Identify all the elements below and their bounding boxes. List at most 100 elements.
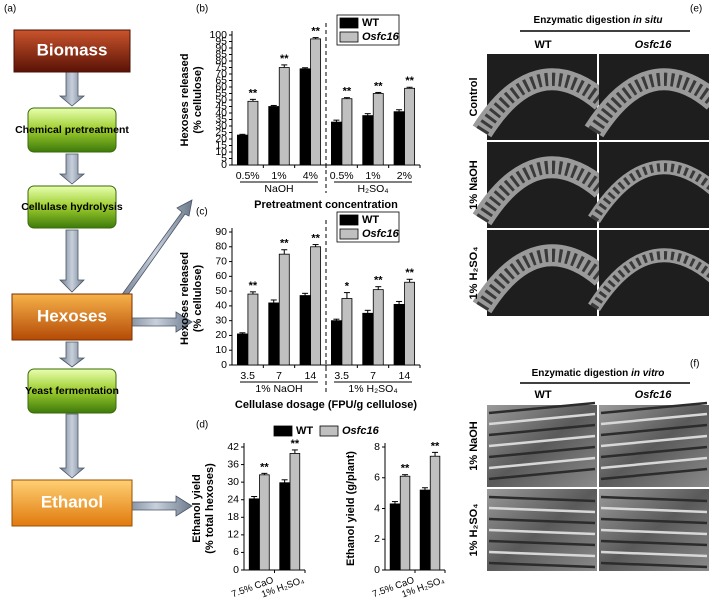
flow-arrows xyxy=(58,71,193,517)
bar xyxy=(372,289,384,366)
y-tick-label: 75 xyxy=(215,61,227,73)
flow-box xyxy=(27,368,117,414)
bar xyxy=(404,281,416,366)
y-tick-label: 0 xyxy=(221,359,227,371)
fiber xyxy=(600,434,708,448)
tissue-cells xyxy=(476,160,607,223)
y-tick-label: 0 xyxy=(233,564,239,576)
tissue-cells xyxy=(590,251,709,310)
fiber xyxy=(488,423,596,437)
flow-box xyxy=(11,293,133,341)
legend-swatch xyxy=(273,425,293,437)
x-tick-label: 0.5% xyxy=(236,170,260,182)
y-axis-label: (% cellulose) xyxy=(192,66,204,134)
bar xyxy=(299,295,311,366)
x-tick-label: 7 xyxy=(276,370,282,382)
fiber xyxy=(600,550,708,558)
y-tick-label: 6 xyxy=(233,546,239,558)
group-label: H₂SO₄ xyxy=(357,183,388,195)
significance: ** xyxy=(249,280,258,292)
fiber xyxy=(600,423,708,437)
x-tick-label: 7 xyxy=(370,370,376,382)
y-axis-label: Ethanol yield xyxy=(191,474,203,542)
row-label: 1% H₂SO₄ xyxy=(468,247,480,300)
title-italic: in situ xyxy=(633,15,662,26)
fiber xyxy=(488,467,596,481)
title-text: Enzymatic digestion xyxy=(534,15,631,26)
micrographs xyxy=(472,54,709,316)
fiber xyxy=(488,539,596,547)
flow-box xyxy=(27,107,117,153)
y-tick-label: 0 xyxy=(221,159,227,171)
y-tick-label: 36 xyxy=(227,458,239,470)
fiber xyxy=(600,445,708,459)
y-tick-label: 2 xyxy=(374,533,380,545)
fiber xyxy=(488,561,596,569)
column-label: Osfc16 xyxy=(635,389,673,401)
fiber xyxy=(488,550,596,558)
bar xyxy=(419,489,431,571)
x-tick-label: 1% xyxy=(365,170,380,182)
y-tick-label: 0 xyxy=(374,564,380,576)
significance: ** xyxy=(311,232,320,244)
y-axis-label: (% total hexoses) xyxy=(204,463,216,554)
fiber xyxy=(488,528,596,536)
title-text: Enzymatic digestion xyxy=(532,368,629,379)
y-tick-label: 25 xyxy=(215,126,227,138)
row-label: 1% NaOH xyxy=(468,160,480,210)
y-tick-label: 65 xyxy=(215,74,227,86)
panel-label: (d) xyxy=(196,420,208,431)
flow-node: Cellulase hydrolysis xyxy=(21,201,123,213)
fiber xyxy=(600,528,708,536)
fiber xyxy=(488,456,596,470)
group-label: 1% H₂SO₄ xyxy=(348,383,397,395)
bar xyxy=(236,333,248,366)
fiber xyxy=(488,495,596,503)
bar xyxy=(259,474,270,571)
bar xyxy=(268,302,280,366)
y-tick-label: 4 xyxy=(374,502,380,514)
y-tick-label: 80 xyxy=(215,55,227,67)
tissue-cells xyxy=(476,72,607,135)
bar xyxy=(393,304,405,366)
fiber xyxy=(600,495,708,503)
bar xyxy=(330,121,342,166)
legend-label: Osfc16 xyxy=(362,31,400,43)
y-tick-label: 45 xyxy=(215,100,227,112)
bar xyxy=(268,106,280,166)
flow-node: Hexoses xyxy=(37,306,107,325)
x-tick-label: 14 xyxy=(398,370,410,382)
fiber xyxy=(600,456,708,470)
legend-swatch xyxy=(339,17,359,29)
y-tick-label: 10 xyxy=(215,344,227,356)
y-tick-label: 12 xyxy=(227,529,239,541)
y-axis-label: (% cellulose) xyxy=(192,265,204,333)
bar xyxy=(404,87,416,166)
legend-swatch xyxy=(339,214,359,226)
bar xyxy=(389,503,401,571)
significance: ** xyxy=(401,463,410,475)
significance: ** xyxy=(311,26,320,38)
legend-swatch xyxy=(319,425,339,437)
y-tick-label: 85 xyxy=(215,48,227,60)
flow-box xyxy=(13,29,131,73)
significance: ** xyxy=(374,275,383,287)
fiber xyxy=(600,467,708,481)
panel-label: (c) xyxy=(196,207,208,218)
bar xyxy=(341,98,353,166)
tissue-cells xyxy=(588,72,709,135)
bar xyxy=(248,498,260,571)
fiber xyxy=(488,401,596,415)
y-tick-label: 10 xyxy=(215,146,227,158)
x-tick-label: 0.5% xyxy=(330,170,354,182)
row-label: 1% H₂SO₄ xyxy=(468,504,480,557)
column-label: WT xyxy=(534,389,551,401)
y-tick-label: 8 xyxy=(374,441,380,453)
fiber xyxy=(600,539,708,547)
legend-label: Osfc16 xyxy=(362,228,400,240)
significance: ** xyxy=(405,75,414,87)
flow-node: Chemical pretreatment xyxy=(15,124,129,136)
bar xyxy=(247,293,259,366)
